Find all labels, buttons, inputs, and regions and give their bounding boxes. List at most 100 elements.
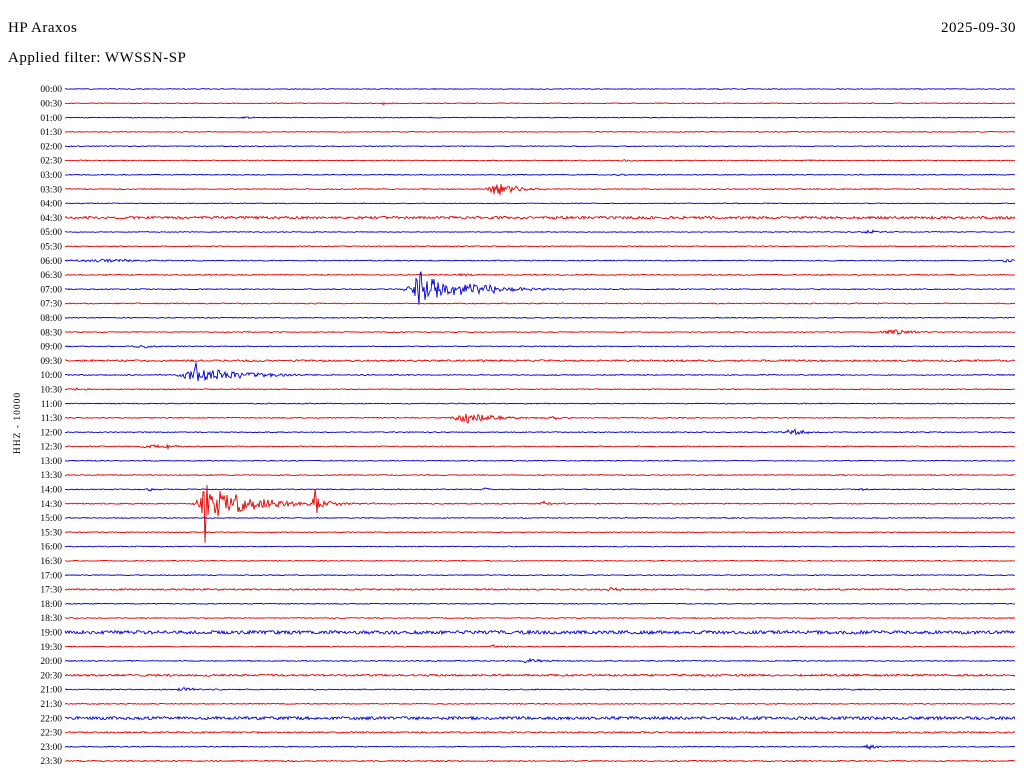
trace-row-04:30 (64, 215, 1016, 221)
time-label: 00:00 (40, 85, 62, 95)
time-label: 23:00 (40, 743, 62, 753)
time-label: 16:30 (40, 557, 62, 567)
trace-row-17:00 (64, 574, 1015, 577)
trace-row-07:30 (64, 302, 1016, 305)
trace-row-01:30 (64, 130, 1016, 133)
trace-row-19:30 (64, 644, 1015, 648)
trace-row-16:00 (64, 545, 1016, 548)
time-label: 03:30 (40, 185, 62, 195)
trace-row-12:30 (64, 443, 1016, 451)
trace-row-02:00 (64, 145, 1015, 148)
time-label: 07:00 (40, 285, 62, 295)
time-label: 13:30 (40, 471, 62, 481)
time-label: 12:30 (40, 443, 62, 453)
time-label: 18:00 (40, 600, 62, 610)
trace-row-05:00 (64, 229, 1015, 235)
time-label: 15:00 (40, 514, 62, 524)
trace-row-12:00 (64, 428, 1016, 436)
trace-row-10:30 (64, 387, 1015, 391)
time-label: 02:30 (40, 157, 62, 167)
time-label: 07:30 (40, 300, 62, 310)
time-label: 17:00 (40, 571, 62, 581)
trace-row-01:00 (64, 116, 1016, 120)
trace-row-21:00 (64, 686, 1016, 692)
trace-row-20:00 (64, 657, 1016, 664)
trace-row-06:00 (64, 258, 1016, 263)
time-label: 13:00 (40, 457, 62, 467)
time-label: 16:00 (40, 543, 62, 553)
trace-row-10:00 (64, 362, 1016, 382)
trace-row-05:30 (64, 245, 1016, 248)
time-label: 01:00 (40, 114, 62, 124)
trace-row-03:00 (64, 173, 1016, 177)
time-label: 05:30 (40, 243, 62, 253)
time-label: 08:30 (40, 328, 62, 338)
trace-row-18:30 (64, 617, 1016, 620)
time-label: 20:00 (40, 657, 62, 667)
time-label: 04:00 (40, 200, 62, 210)
trace-row-04:00 (65, 202, 1016, 205)
date-label: 2025-09-30 (941, 20, 1016, 36)
time-label: 19:00 (40, 629, 62, 639)
time-label: 10:00 (40, 371, 62, 381)
trace-row-06:30 (64, 272, 1016, 277)
trace-row-16:30 (64, 559, 1015, 562)
time-label: 11:00 (41, 400, 63, 410)
time-label: 00:30 (40, 100, 62, 110)
time-label: 21:00 (40, 686, 62, 696)
trace-row-13:30 (64, 474, 1016, 477)
trace-row-22:00 (64, 715, 1016, 721)
time-label: 06:00 (40, 257, 62, 267)
time-label: 09:00 (40, 343, 62, 353)
time-label: 20:30 (40, 671, 62, 681)
time-label: 18:30 (40, 614, 62, 624)
time-label: 06:30 (40, 271, 62, 281)
trace-row-11:30 (64, 413, 1016, 425)
trace-row-15:00 (64, 516, 1016, 519)
trace-row-17:30 (64, 586, 1016, 592)
trace-row-13:00 (64, 459, 1016, 462)
trace-row-07:00 (64, 271, 1016, 305)
time-label: 10:30 (40, 386, 62, 396)
time-label: 04:30 (40, 214, 62, 224)
trace-row-23:00 (64, 743, 1016, 751)
time-label: 09:30 (40, 357, 62, 367)
time-label: 15:30 (40, 528, 62, 538)
trace-row-08:00 (64, 316, 1016, 319)
trace-row-08:30 (64, 329, 1016, 336)
time-label: 23:30 (40, 757, 62, 767)
trace-row-14:00 (64, 487, 1016, 492)
time-label: 03:00 (40, 171, 62, 181)
trace-row-14:30 (64, 485, 1016, 543)
time-label: 02:00 (40, 142, 62, 152)
filter-label: Applied filter: WWSSN-SP (8, 50, 187, 66)
trace-row-21:30 (64, 702, 1016, 705)
trace-row-19:00 (64, 629, 1016, 636)
trace-row-02:30 (64, 158, 1016, 163)
time-label: 22:30 (40, 729, 62, 739)
time-label: 17:30 (40, 586, 62, 596)
time-label: 19:30 (40, 643, 62, 653)
time-label: 01:30 (40, 128, 62, 138)
trace-row-22:30 (64, 730, 1016, 735)
time-label: 21:30 (40, 700, 62, 710)
time-label: 08:00 (40, 314, 62, 324)
trace-row-00:00 (64, 88, 1016, 90)
time-label: 14:30 (40, 500, 62, 510)
trace-row-09:00 (64, 344, 1016, 349)
trace-row-18:00 (65, 602, 1016, 605)
trace-row-09:30 (64, 358, 1016, 363)
trace-row-23:30 (64, 759, 1016, 763)
time-label: 12:00 (40, 428, 62, 438)
station-name: HP Araxos (8, 20, 78, 36)
trace-row-03:30 (64, 184, 1016, 195)
trace-row-11:00 (64, 402, 1016, 405)
trace-row-00:30 (64, 102, 1016, 106)
time-label: 11:30 (41, 414, 63, 424)
trace-row-15:30 (65, 531, 1016, 534)
trace-row-20:30 (64, 673, 1016, 678)
time-label: 22:00 (40, 714, 62, 724)
time-label: 14:00 (40, 486, 62, 496)
